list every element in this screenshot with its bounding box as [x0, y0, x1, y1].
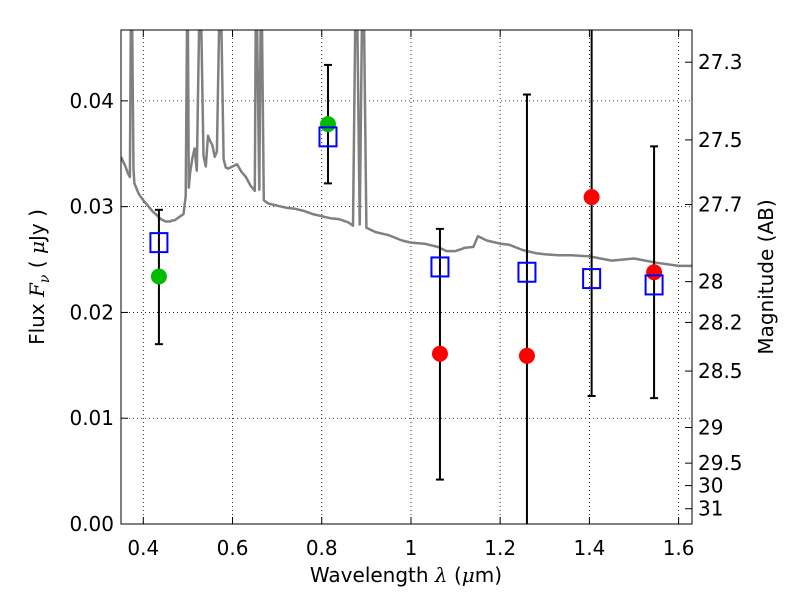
errorbar-layer: [154, 30, 659, 524]
x-axis-label: Wavelength λ (μm): [310, 563, 502, 587]
x-tick-label: 1.2: [484, 536, 516, 560]
observed-flux-point: [518, 347, 535, 364]
y2-tick-label: 30: [698, 474, 723, 498]
model-flux-square: [318, 126, 338, 148]
y2-tick-label: 27.7: [698, 193, 743, 217]
y-tick-label: 0.02: [69, 300, 114, 324]
observed-flux-point: [646, 264, 663, 281]
y2-tick-label: 29.5: [698, 451, 743, 475]
y2-axis-label: Magnitude (AB): [754, 199, 778, 354]
observed-flux-point: [431, 345, 448, 362]
x-tick-label: 1: [405, 536, 418, 560]
y2-tick-label: 31: [698, 497, 723, 521]
model-flux-square: [644, 274, 664, 296]
model-flux-square: [430, 256, 450, 278]
y-tick-label: 0.03: [69, 195, 114, 219]
axis-ticks: 0.4 0.6 0.8 1 1.2 1.4 1.6 0.00 0.01 0.02 0.03 0.04 2…: [69, 30, 743, 560]
x-tick-label: 1.6: [663, 536, 695, 560]
y-tick-label: 0.01: [69, 406, 114, 430]
observed-flux-point: [319, 116, 336, 133]
marker-layer: [149, 116, 664, 364]
x-tick-label: 0.6: [217, 536, 249, 560]
observed-flux-point: [150, 268, 167, 285]
y2-tick-label: 28: [698, 270, 723, 294]
x-tick-label: 1.4: [573, 536, 605, 560]
y2-tick-label: 27.3: [698, 50, 743, 74]
grid: [121, 30, 692, 525]
y2-tick-label: 28.5: [698, 359, 743, 383]
y2-tick-label: 29: [698, 416, 723, 440]
model-flux-square: [582, 268, 602, 290]
y2-tick-label: 27.5: [698, 128, 743, 152]
y-tick-label: 0.04: [69, 89, 114, 113]
model-flux-square: [517, 261, 537, 283]
x-tick-label: 0.8: [306, 536, 338, 560]
y-axis-label: Flux Fν ( μJy ): [25, 209, 53, 345]
model-flux-square: [149, 232, 169, 254]
template-spectrum-layer: [121, 30, 692, 268]
observed-flux-point: [583, 189, 600, 206]
x-tick-label: 0.4: [127, 536, 159, 560]
y2-tick-label: 28.2: [698, 310, 743, 334]
y-tick-label: 0.00: [69, 512, 114, 536]
plot-frame: [120, 29, 693, 525]
template-spectrum-line: [121, 30, 692, 268]
